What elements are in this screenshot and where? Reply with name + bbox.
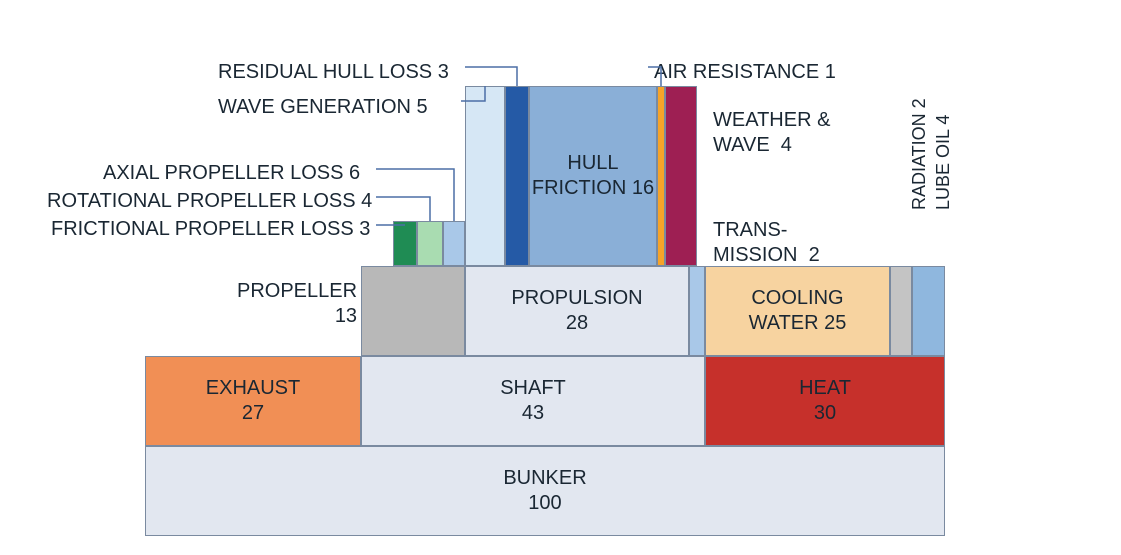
block-axial-propeller-loss <box>443 221 465 266</box>
block-transmission <box>689 266 705 356</box>
block-bunker: BUNKER 100 <box>145 446 945 536</box>
label-air-resistance: AIR RESISTANCE 1 <box>654 60 836 85</box>
block-lube-oil <box>912 266 945 356</box>
energy-flow-diagram: BUNKER 100 EXHAUST 27 SHAFT 43 HEAT 30 P… <box>0 0 1121 555</box>
label-radiation: RADIATION 2 <box>909 98 930 210</box>
block-propulsion: PROPULSION 28 <box>465 266 689 356</box>
block-residual-hull-loss <box>505 86 529 266</box>
block-weather-wave <box>665 86 697 266</box>
block-cooling-water: COOLING WATER 25 <box>705 266 890 356</box>
block-frictional-propeller-loss <box>393 221 417 266</box>
block-hull-friction: HULL FRICTION 16 <box>529 86 657 266</box>
label-transmission: TRANS- MISSION 2 <box>713 218 820 268</box>
label-rotational-propeller-loss: ROTATIONAL PROPELLER LOSS 4 <box>47 189 372 214</box>
label-frictional-propeller-loss: FRICTIONAL PROPELLER LOSS 3 <box>51 217 370 242</box>
label-weather-wave: WEATHER & WAVE 4 <box>713 108 830 158</box>
label-axial-propeller-loss: AXIAL PROPELLER LOSS 6 <box>103 161 360 186</box>
lead-residhull <box>465 67 517 86</box>
label-lube-oil: LUBE OIL 4 <box>933 115 954 210</box>
block-radiation <box>890 266 912 356</box>
label-wave-generation: WAVE GENERATION 5 <box>218 95 428 120</box>
block-wave-generation <box>465 86 505 266</box>
block-rotational-propeller-loss <box>417 221 443 266</box>
block-heat: HEAT 30 <box>705 356 945 446</box>
lead-axprop <box>376 169 454 221</box>
block-propeller <box>361 266 465 356</box>
lead-rotprop <box>376 197 430 221</box>
block-air-resistance <box>657 86 665 266</box>
label-propeller: PROPELLER 13 <box>237 279 357 329</box>
block-exhaust: EXHAUST 27 <box>145 356 361 446</box>
label-residual-hull-loss: RESIDUAL HULL LOSS 3 <box>218 60 449 85</box>
block-shaft: SHAFT 43 <box>361 356 705 446</box>
